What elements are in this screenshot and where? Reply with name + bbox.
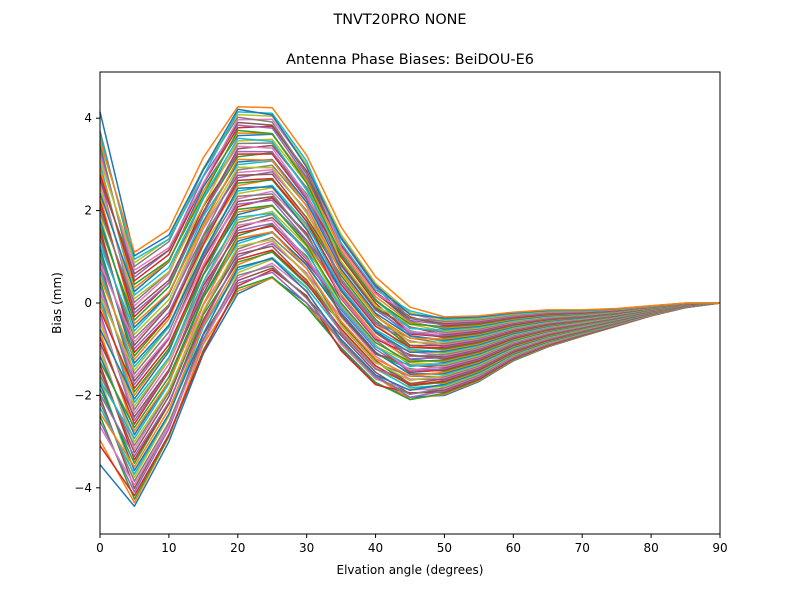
chart-title: Antenna Phase Biases: BeiDOU-E6 — [286, 52, 534, 68]
figure-suptitle: TNVT20PRO NONE — [332, 12, 466, 28]
x-tick-label: 10 — [161, 541, 176, 555]
x-tick-label: 40 — [368, 541, 383, 555]
y-axis-label: Bias (mm) — [50, 272, 64, 334]
x-tick-label: 20 — [230, 541, 245, 555]
x-tick-label: 0 — [96, 541, 104, 555]
y-axis: −4 −2 0 2 4 — [74, 111, 100, 495]
series-line — [99, 105, 720, 318]
x-axis: 0 10 20 30 40 50 60 70 80 90 — [96, 534, 728, 555]
x-tick-label: 60 — [506, 541, 521, 555]
y-tick-label: −2 — [74, 388, 92, 402]
y-tick-label: −4 — [74, 481, 92, 495]
y-tick-label: 4 — [84, 111, 92, 125]
x-tick-label: 80 — [643, 541, 658, 555]
series-layer — [99, 105, 721, 508]
x-tick-label: 30 — [299, 541, 314, 555]
y-tick-label: 0 — [84, 296, 92, 310]
y-tick-label: 2 — [84, 204, 92, 218]
x-tick-label: 70 — [575, 541, 590, 555]
x-tick-label: 50 — [437, 541, 452, 555]
x-axis-label: Elvation angle (degrees) — [337, 563, 484, 577]
x-tick-label: 90 — [712, 541, 727, 555]
